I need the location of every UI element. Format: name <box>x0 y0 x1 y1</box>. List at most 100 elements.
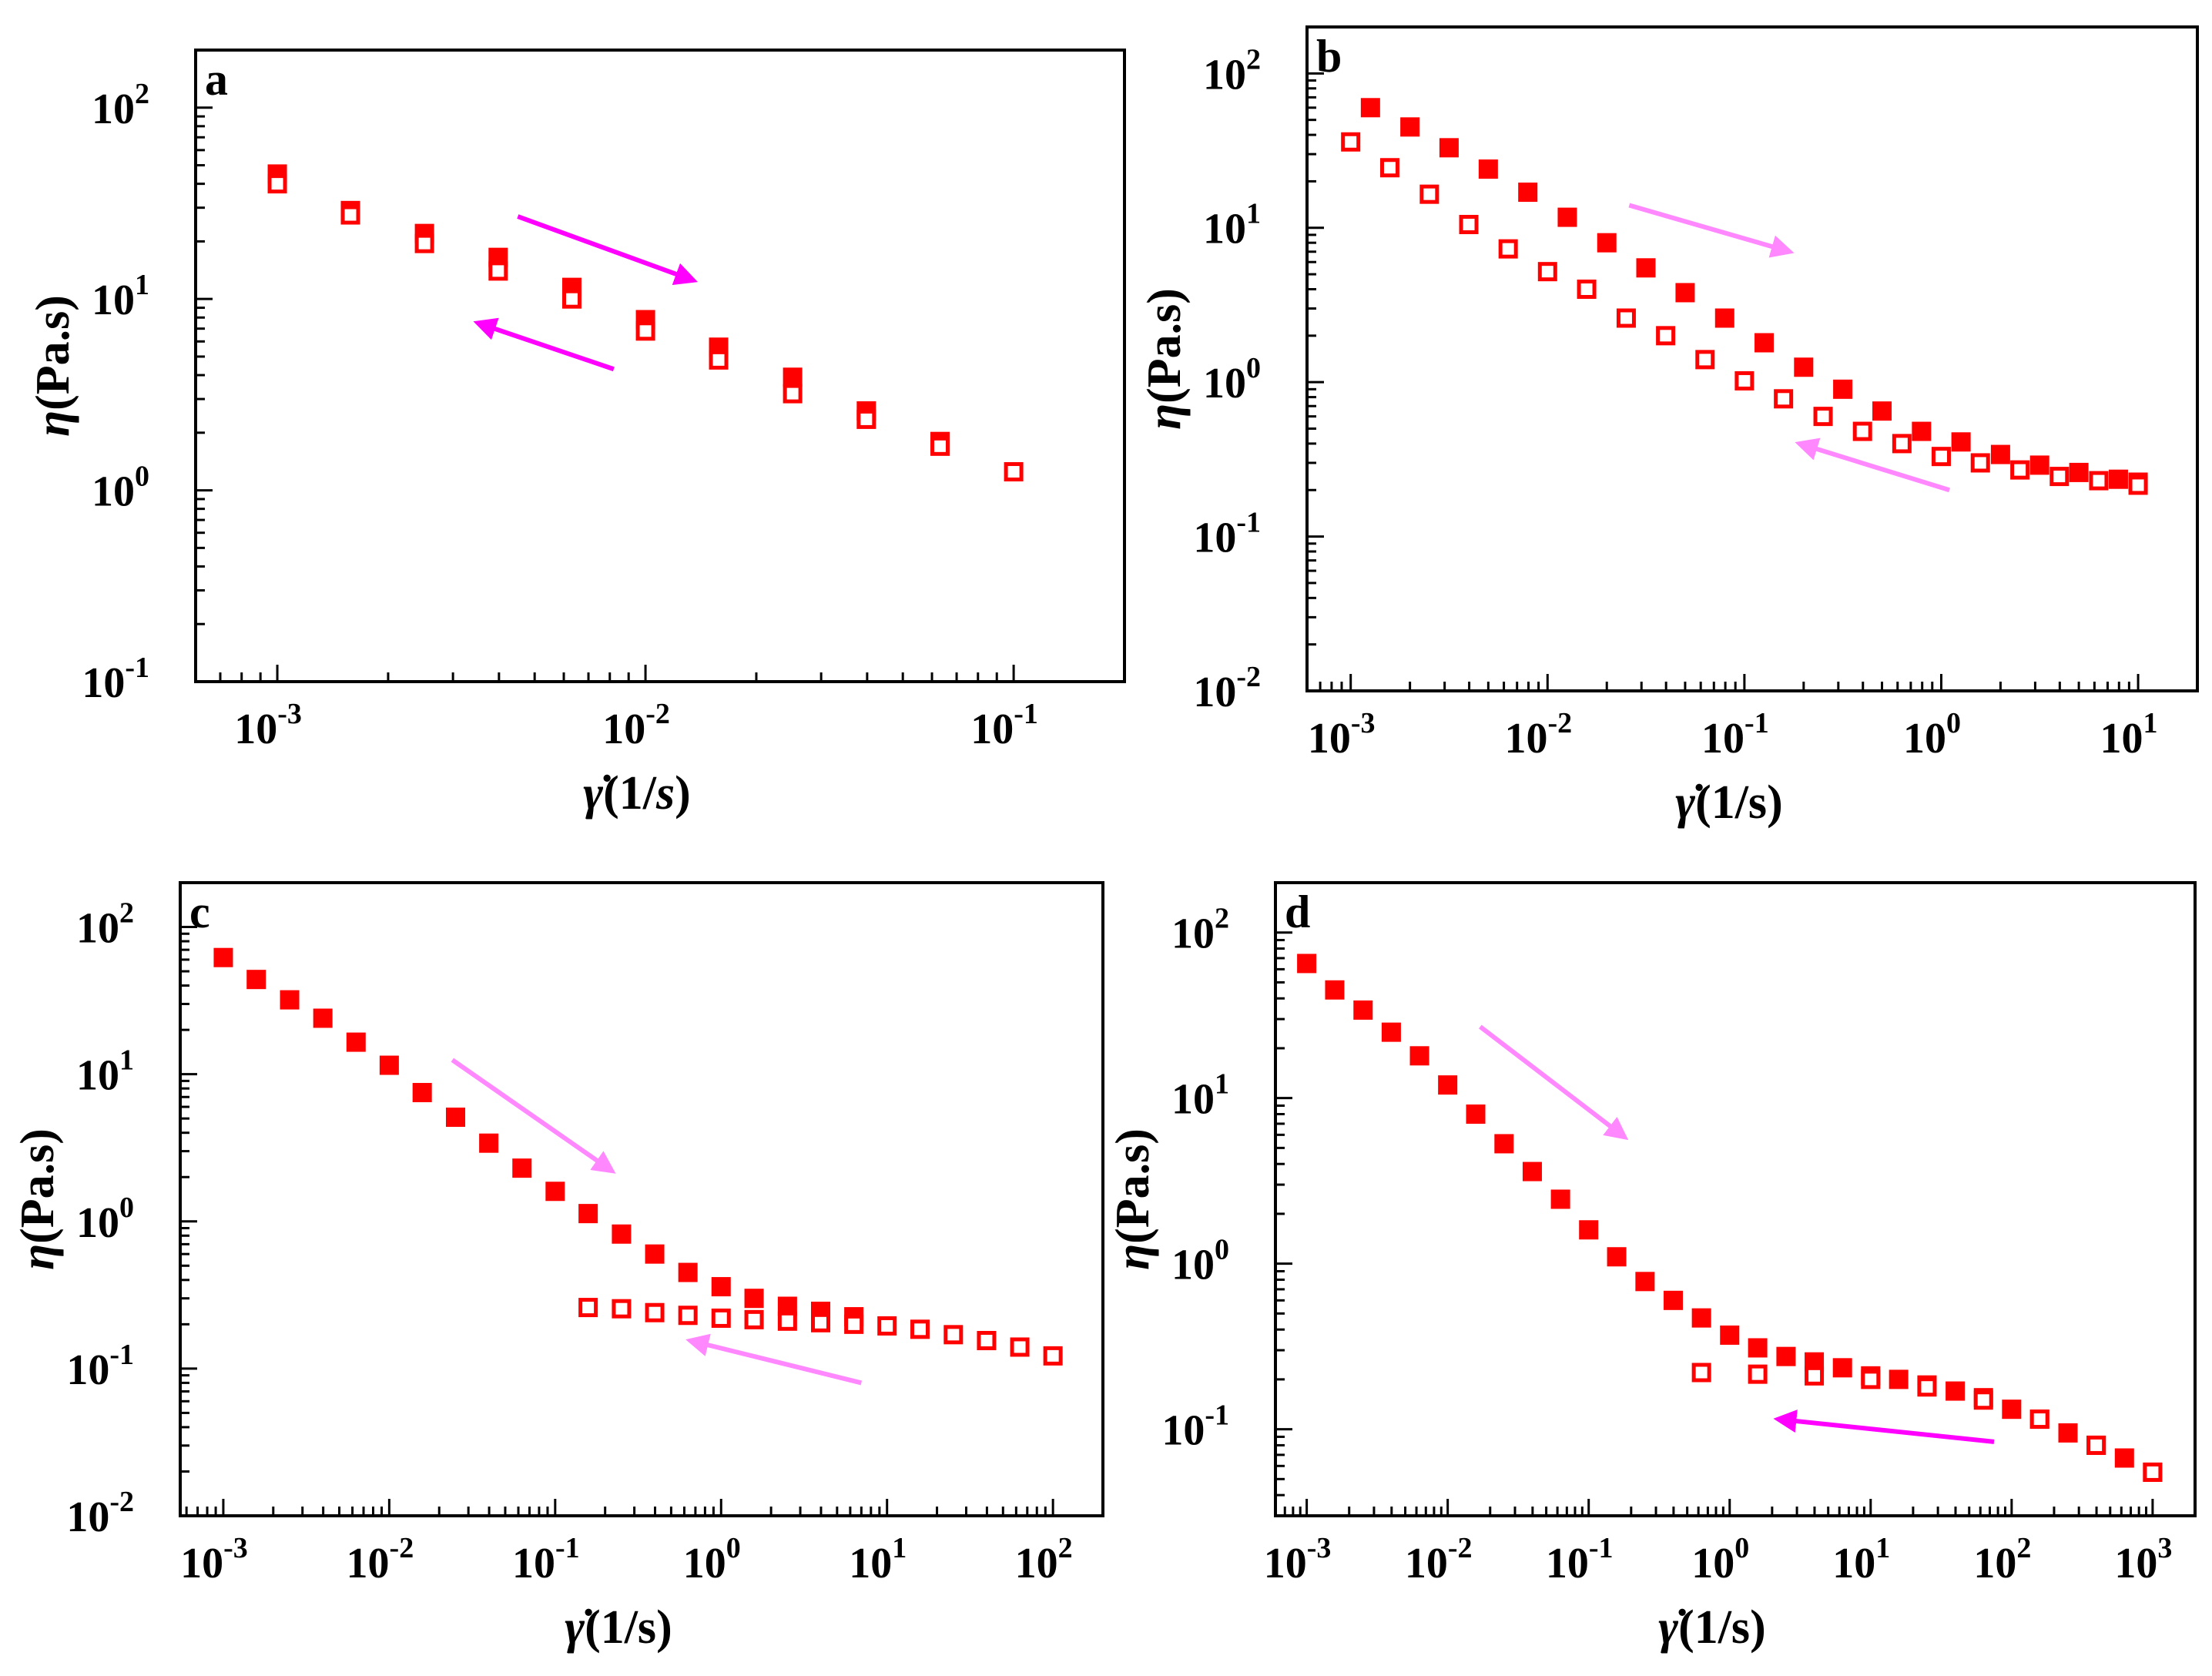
data-point <box>1912 421 1932 441</box>
direction-arrow <box>1628 203 1795 258</box>
direction-arrow <box>451 1058 616 1174</box>
y-tick-label: 101 <box>1171 1068 1229 1124</box>
data-point <box>2089 471 2109 491</box>
x-tick-label: 101 <box>849 1532 907 1587</box>
x-tick-label: 10-1 <box>1701 707 1769 763</box>
data-point <box>612 1299 632 1319</box>
data-point <box>1478 159 1498 179</box>
data-point <box>1691 1308 1711 1328</box>
x-tick-label: 10-1 <box>512 1532 580 1587</box>
ticks <box>194 49 1126 683</box>
panel-b: 10-3 10-2 10-1 100 101 10-2 10-1 100 101 102 γ̇(1/… <box>1138 25 2199 829</box>
x-tick-label: 103 <box>2114 1532 2172 1587</box>
ticks <box>180 881 1104 1517</box>
data-point <box>1579 1220 1599 1240</box>
x-axis-title: γ̇(1/s) <box>1675 776 1782 829</box>
data-point <box>1557 207 1577 227</box>
y-axis-title: η(Pa.s) <box>1138 288 1191 430</box>
data-point <box>1381 1022 1401 1042</box>
data-point <box>645 1244 665 1264</box>
panel-d: 10-3 10-2 10-1 100 101 102 103 10-1 100 101 102 γ̇(… <box>1107 881 2197 1654</box>
data-point <box>612 1224 632 1244</box>
data-point <box>1341 132 1361 152</box>
data-point <box>1675 283 1695 303</box>
data-point <box>1832 1358 1852 1378</box>
data-point <box>1892 434 1912 454</box>
data-point <box>1805 1366 1825 1386</box>
series-decreasing <box>267 174 1024 482</box>
data-point <box>1635 1272 1655 1292</box>
data-point <box>1951 432 1971 452</box>
data-point <box>711 1308 731 1328</box>
panel-a: 10-3 10-2 10-1 10-1 100 101 102 γ̇(1/s) η(Pa.s) a <box>27 49 1126 820</box>
data-point <box>1419 184 1439 204</box>
data-point <box>856 409 876 429</box>
direction-arrow <box>473 317 615 372</box>
y-tick-label: 10-1 <box>1161 1399 1229 1455</box>
data-point <box>2069 462 2089 482</box>
y-tick-label: 102 <box>1203 43 1261 99</box>
data-point <box>479 1133 499 1153</box>
series-increasing <box>267 164 950 451</box>
data-point <box>412 1083 432 1103</box>
series-decreasing <box>1341 132 2148 495</box>
y-tick-label: 100 <box>1203 352 1261 407</box>
direction-arrow <box>1795 437 1950 493</box>
x-tick-label: 102 <box>1015 1532 1073 1587</box>
data-point <box>1010 1337 1030 1357</box>
data-point <box>678 1306 698 1326</box>
data-point <box>414 233 434 253</box>
data-point <box>1438 1075 1458 1095</box>
data-point <box>2114 1448 2134 1468</box>
data-point <box>811 1312 831 1332</box>
x-tick-label: 10-2 <box>1405 1532 1473 1587</box>
data-point <box>1748 1364 1768 1384</box>
data-point <box>1607 1247 1627 1267</box>
x-tick-label: 10-2 <box>347 1532 414 1587</box>
data-point <box>709 350 729 370</box>
x-tick-label: 10-3 <box>1308 707 1376 763</box>
data-point <box>2002 1399 2022 1420</box>
data-point <box>1297 954 1317 974</box>
x-tick-label: 10-1 <box>1546 1532 1614 1587</box>
data-point <box>1494 1134 1514 1154</box>
data-point <box>1695 350 1715 370</box>
data-point <box>280 990 300 1010</box>
data-point <box>744 1309 764 1329</box>
data-point <box>1498 239 1518 259</box>
data-point <box>512 1158 532 1178</box>
data-point <box>561 289 581 309</box>
y-tick-label: 101 <box>76 1044 134 1100</box>
data-point <box>1813 407 1833 427</box>
data-point <box>1636 258 1656 278</box>
data-point <box>2143 1462 2163 1482</box>
data-point <box>844 1314 864 1334</box>
data-point <box>1409 1046 1429 1066</box>
y-tick-label: 100 <box>1171 1234 1229 1289</box>
x-tick-label: 10-2 <box>1504 707 1572 763</box>
data-point <box>445 1108 465 1128</box>
data-point <box>1597 233 1617 253</box>
data-point <box>1973 1390 1993 1410</box>
data-point <box>1774 389 1794 409</box>
y-tick-label: 100 <box>76 1192 134 1247</box>
data-point <box>783 384 803 404</box>
y-tick-label: 10-1 <box>66 1339 134 1394</box>
data-point <box>910 1319 930 1339</box>
data-point <box>1931 447 1951 467</box>
panel-letter: b <box>1316 31 1342 82</box>
x-axis-title: γ̇(1/s) <box>1658 1601 1765 1654</box>
data-point <box>1004 462 1024 482</box>
data-point <box>2049 467 2070 487</box>
data-point <box>645 1302 665 1322</box>
data-point <box>1043 1346 1063 1366</box>
ticks <box>1274 881 2197 1517</box>
data-point <box>1852 421 1872 441</box>
data-point <box>1691 1363 1711 1383</box>
data-point <box>2128 475 2148 495</box>
ticks <box>1305 25 2199 692</box>
x-tick-label: 10-3 <box>1264 1532 1332 1587</box>
direction-arrow <box>517 214 699 285</box>
data-point <box>1400 117 1420 137</box>
data-point <box>1550 1189 1570 1209</box>
